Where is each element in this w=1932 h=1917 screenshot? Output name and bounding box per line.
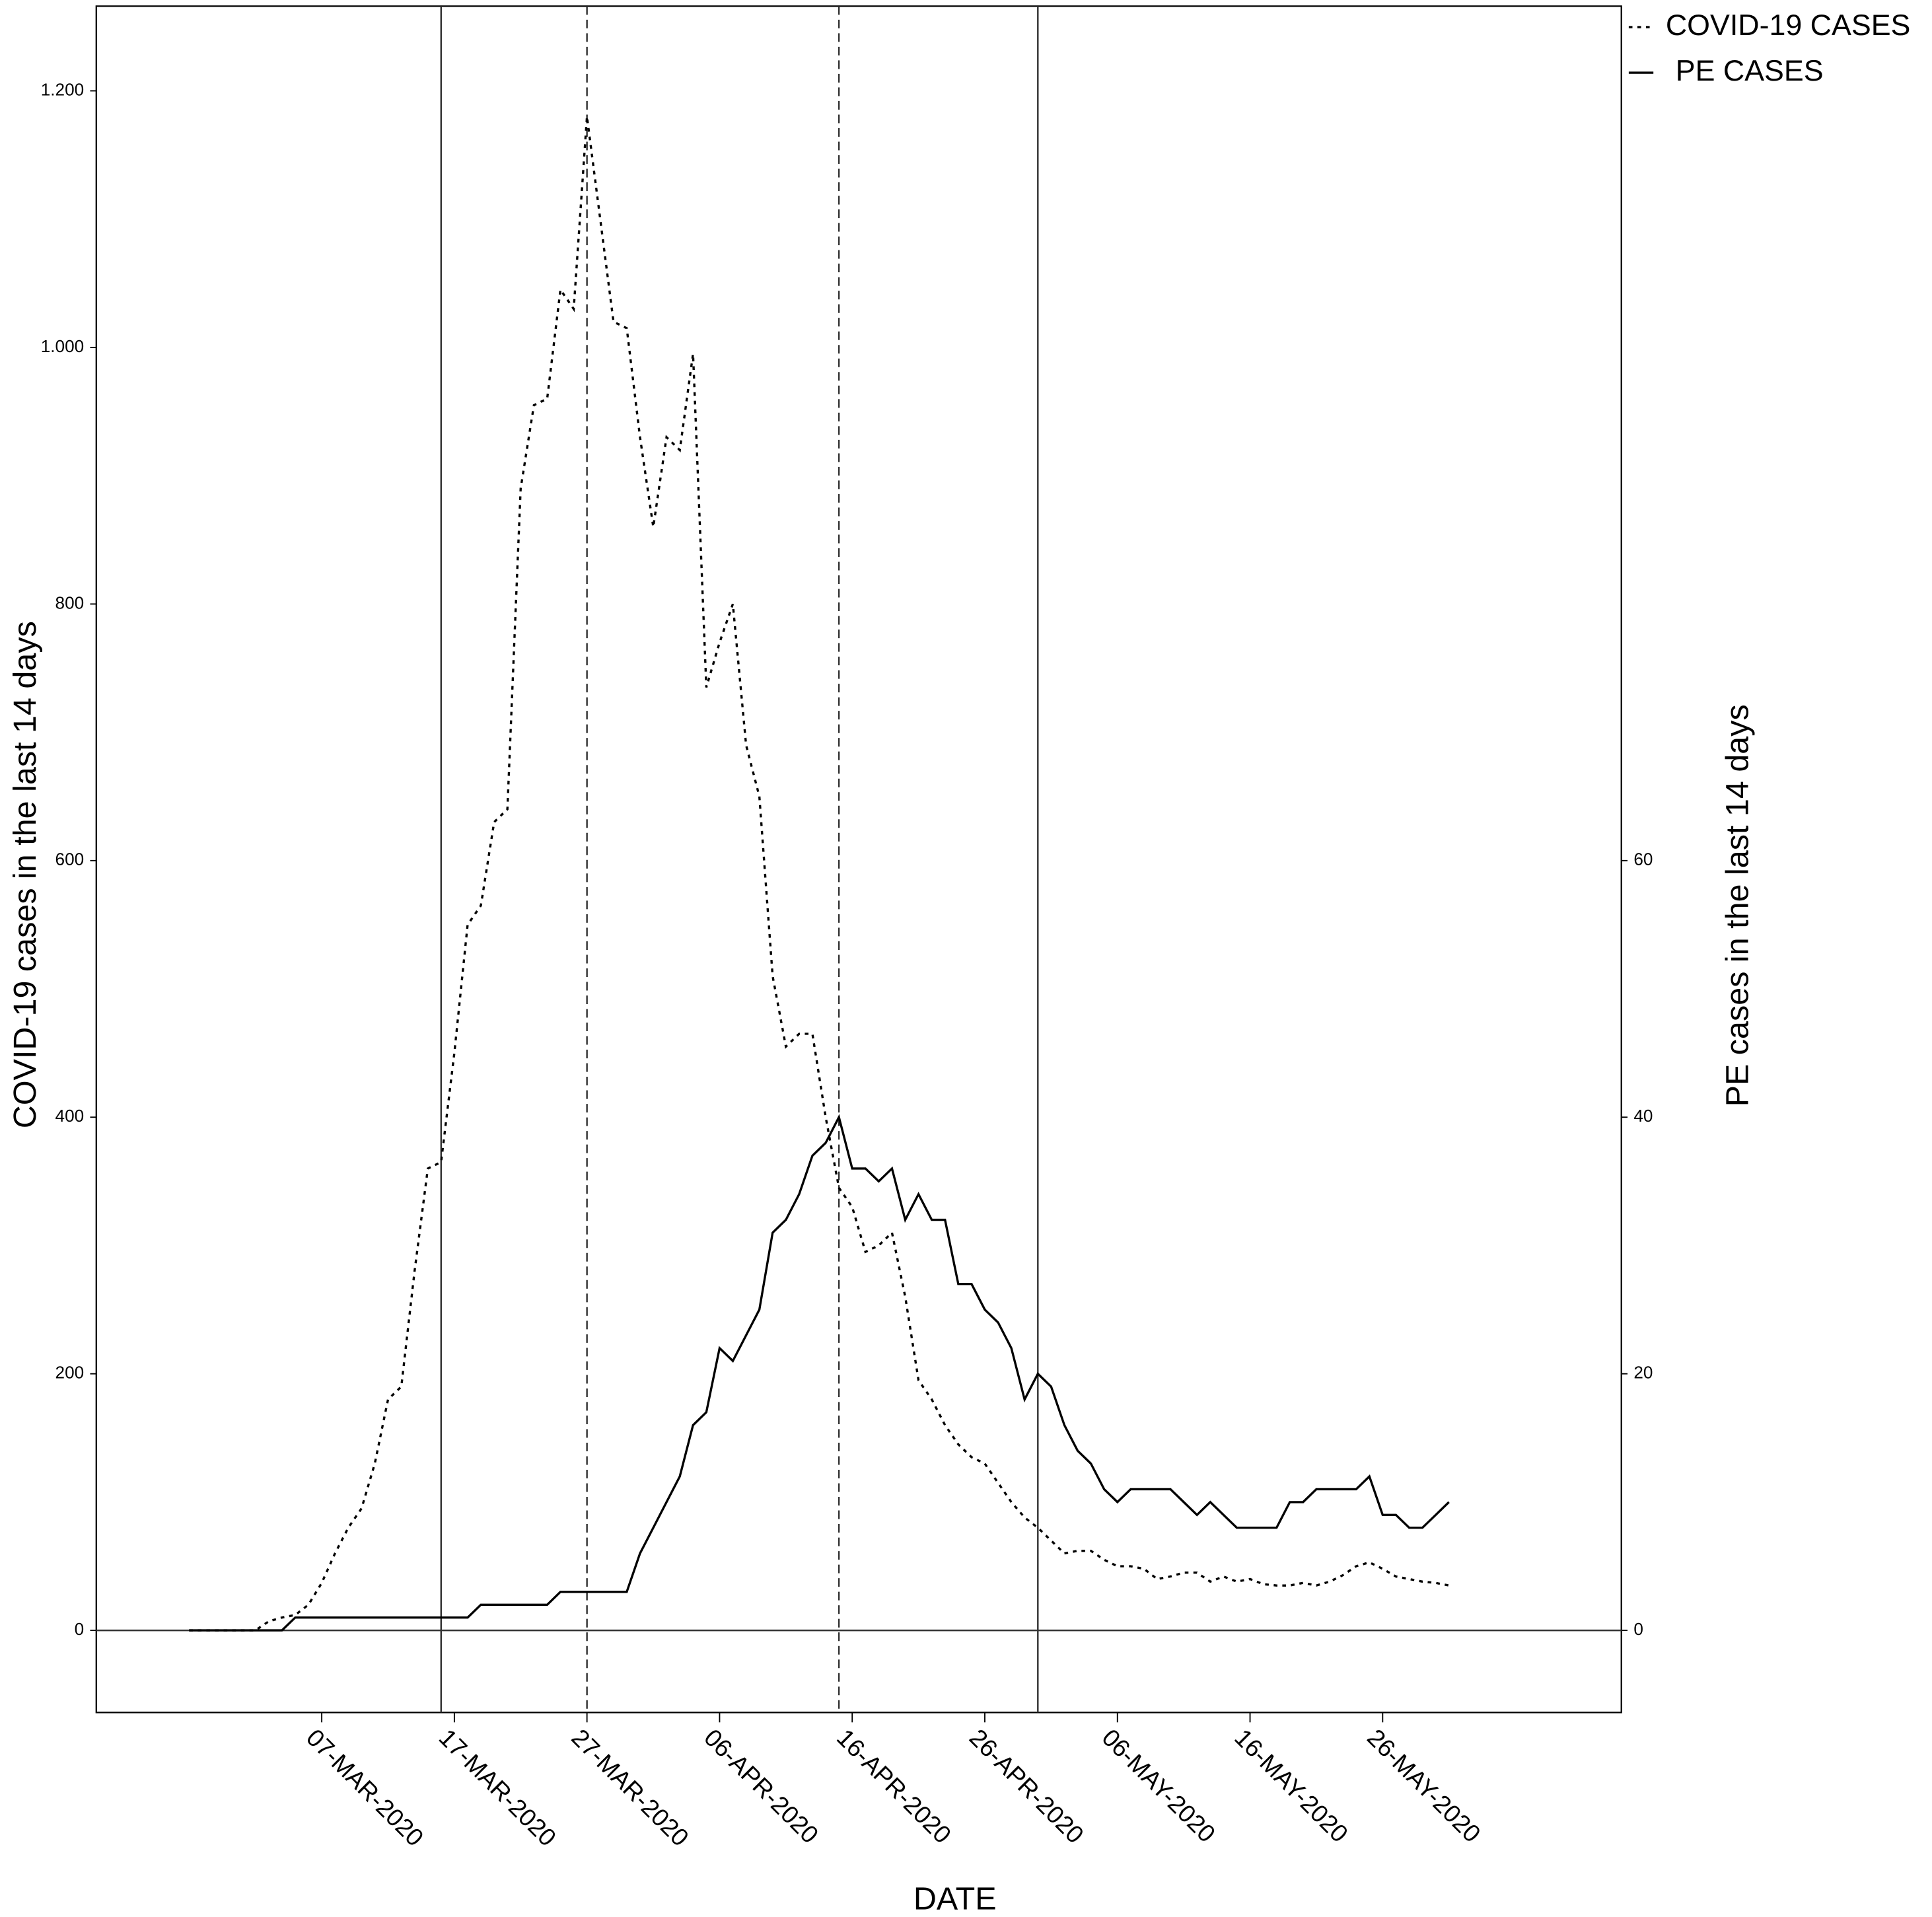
plot-frame [95,5,1622,1714]
x-tick-label: 26-MAY-2020 [1362,1723,1486,1848]
legend-label: PE CASES [1676,54,1824,87]
legend-label: COVID-19 CASES [1666,9,1911,42]
series-line [189,1114,1450,1632]
y-tick-label: 1.000 [41,336,84,356]
y-tick-label: 1.200 [41,79,84,99]
y-tick-label: 200 [55,1363,85,1383]
series-line [189,116,1450,1632]
y2-tick-label: 20 [1633,1363,1653,1383]
y2-tick-label: 40 [1633,1106,1653,1126]
y-axis-label: COVID-19 cases in the last 14 days [7,621,43,1128]
x-axis-label: DATE [913,1881,997,1917]
x-tick-label: 27-MAR-2020 [566,1723,694,1852]
y2-axis-label: PE cases in the last 14 days [1720,704,1756,1106]
x-tick-label: 07-MAR-2020 [301,1723,429,1852]
x-tick-label: 06-APR-2020 [699,1723,824,1849]
x-tick-label: 06-MAY-2020 [1096,1723,1221,1848]
x-tick-label: 26-APR-2020 [964,1723,1090,1849]
x-tick-label: 16-APR-2020 [832,1723,957,1849]
x-tick-label: 16-MAY-2020 [1229,1723,1353,1848]
y-tick-label: 600 [55,850,85,869]
y-tick-label: 400 [55,1106,85,1126]
y2-tick-label: 0 [1633,1619,1643,1639]
y-tick-label: 0 [75,1619,85,1639]
y2-tick-label: 60 [1633,850,1653,869]
y-tick-label: 800 [55,593,85,612]
x-tick-label: 17-MAR-2020 [434,1723,562,1852]
